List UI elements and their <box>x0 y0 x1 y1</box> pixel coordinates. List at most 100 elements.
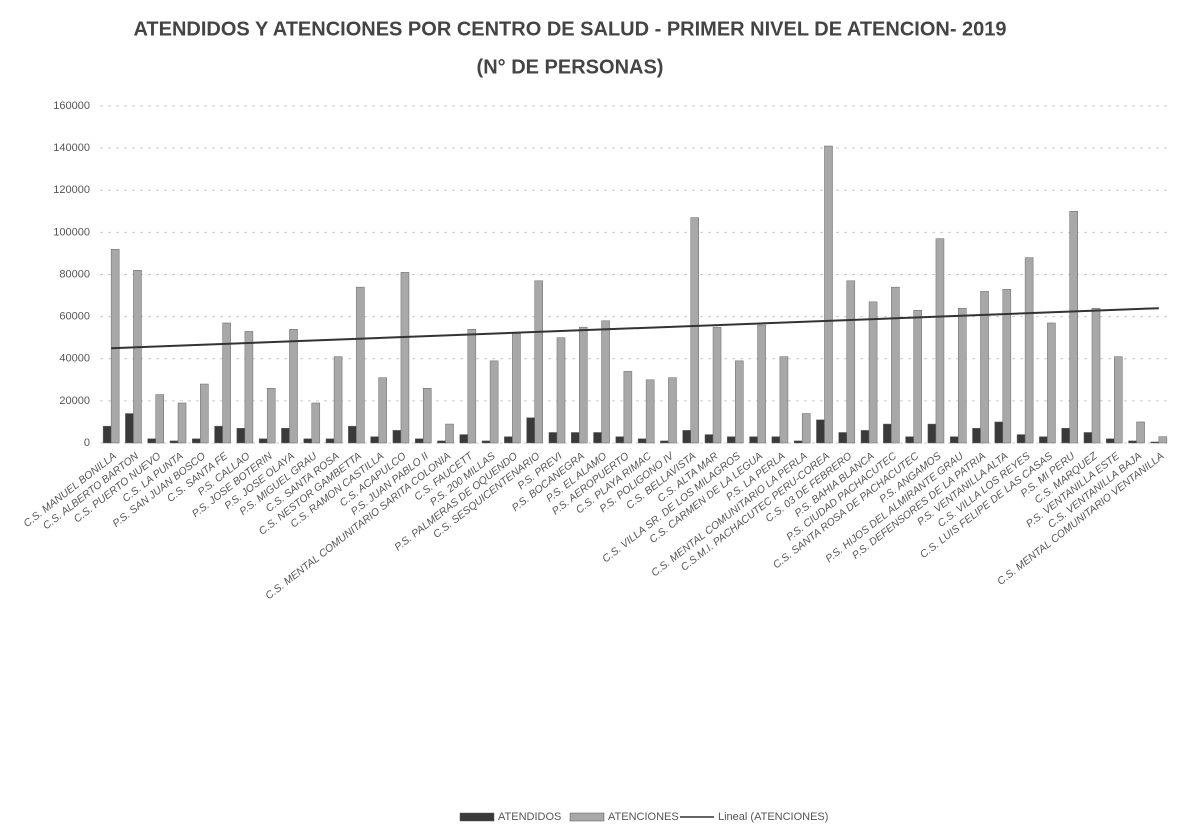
bar <box>489 360 499 444</box>
bar <box>771 436 781 444</box>
bar <box>727 436 736 444</box>
bar <box>735 360 744 444</box>
bar <box>645 379 655 444</box>
bar <box>846 280 856 444</box>
bar <box>801 413 811 444</box>
bar <box>102 425 112 444</box>
bar <box>704 434 714 444</box>
bar <box>169 440 179 444</box>
y-tick-label: 20000 <box>59 395 90 407</box>
bar <box>378 377 387 444</box>
bar <box>236 428 246 444</box>
bar <box>467 329 477 444</box>
legend-label: ATENDIDOS <box>498 811 561 823</box>
bar <box>266 387 276 444</box>
bar <box>570 432 580 444</box>
bar <box>972 428 981 444</box>
bar <box>155 394 165 444</box>
legend-label: Lineal (ATENCIONES) <box>718 811 828 823</box>
bar <box>615 436 625 444</box>
bar <box>623 371 633 444</box>
bar <box>1016 434 1026 444</box>
y-tick-label: 140000 <box>53 142 90 154</box>
bar <box>512 333 521 444</box>
bar <box>400 272 410 444</box>
bar <box>133 270 142 444</box>
bar <box>200 383 209 444</box>
bar <box>125 413 134 444</box>
y-tick-label: 0 <box>84 437 90 449</box>
y-tick-label: 60000 <box>59 311 90 323</box>
trend-line <box>111 307 1159 350</box>
bar <box>749 436 758 444</box>
bar <box>437 440 446 444</box>
bar <box>1024 257 1034 444</box>
chart-subtitle: (N° DE PERSONAS) <box>477 56 664 78</box>
bar <box>637 438 647 444</box>
bar <box>325 438 335 444</box>
bar <box>110 248 120 444</box>
bar <box>1158 436 1168 444</box>
bar <box>311 402 321 444</box>
bar <box>177 402 187 444</box>
bar <box>333 356 343 444</box>
bar <box>1069 211 1078 444</box>
bar <box>994 421 1004 444</box>
legend-swatch <box>459 812 495 822</box>
y-tick-label: 160000 <box>53 100 90 112</box>
bar <box>1083 432 1093 444</box>
bar <box>504 436 513 444</box>
bar <box>281 428 290 444</box>
legend-swatch <box>569 812 605 822</box>
bar <box>370 436 379 444</box>
bar <box>593 432 602 444</box>
bar <box>422 387 432 444</box>
bar <box>526 417 535 444</box>
bar <box>1105 438 1115 444</box>
bar <box>682 430 691 444</box>
bar <box>949 436 959 444</box>
bar <box>660 440 669 444</box>
bar <box>1114 356 1123 444</box>
bar <box>289 329 298 444</box>
bar <box>668 377 677 444</box>
y-tick-label: 100000 <box>53 226 90 238</box>
bar <box>214 425 223 444</box>
bar <box>1091 307 1101 444</box>
bar <box>244 331 254 444</box>
bar <box>481 440 491 444</box>
bar <box>816 419 825 444</box>
bar <box>868 301 878 444</box>
bar <box>459 434 469 444</box>
bar <box>927 423 937 444</box>
bar <box>690 217 700 444</box>
bar <box>980 291 989 444</box>
y-tick-label: 80000 <box>59 268 90 280</box>
y-tick-label: 120000 <box>53 184 90 196</box>
chart-title: ATENDIDOS Y ATENCIONES POR CENTRO DE SAL… <box>133 18 1006 40</box>
bar <box>913 310 922 444</box>
bar <box>222 322 231 444</box>
bar <box>957 307 967 444</box>
bar <box>147 438 156 444</box>
bar <box>1047 322 1056 444</box>
bar <box>793 440 803 444</box>
bar <box>356 286 365 444</box>
bar <box>838 432 848 444</box>
bar <box>824 145 833 444</box>
bar <box>1128 440 1137 444</box>
bar <box>1061 428 1070 444</box>
bar <box>548 432 558 444</box>
bar <box>258 438 268 444</box>
bar <box>860 430 870 444</box>
bar <box>192 438 201 444</box>
bar <box>712 326 722 444</box>
bar <box>1002 288 1012 444</box>
legend-label: ATENCIONES <box>608 811 679 823</box>
bar <box>392 430 402 444</box>
bar <box>1136 421 1145 444</box>
bar <box>779 356 789 444</box>
bar <box>445 423 454 444</box>
bar <box>1150 441 1160 444</box>
bar <box>891 286 900 444</box>
